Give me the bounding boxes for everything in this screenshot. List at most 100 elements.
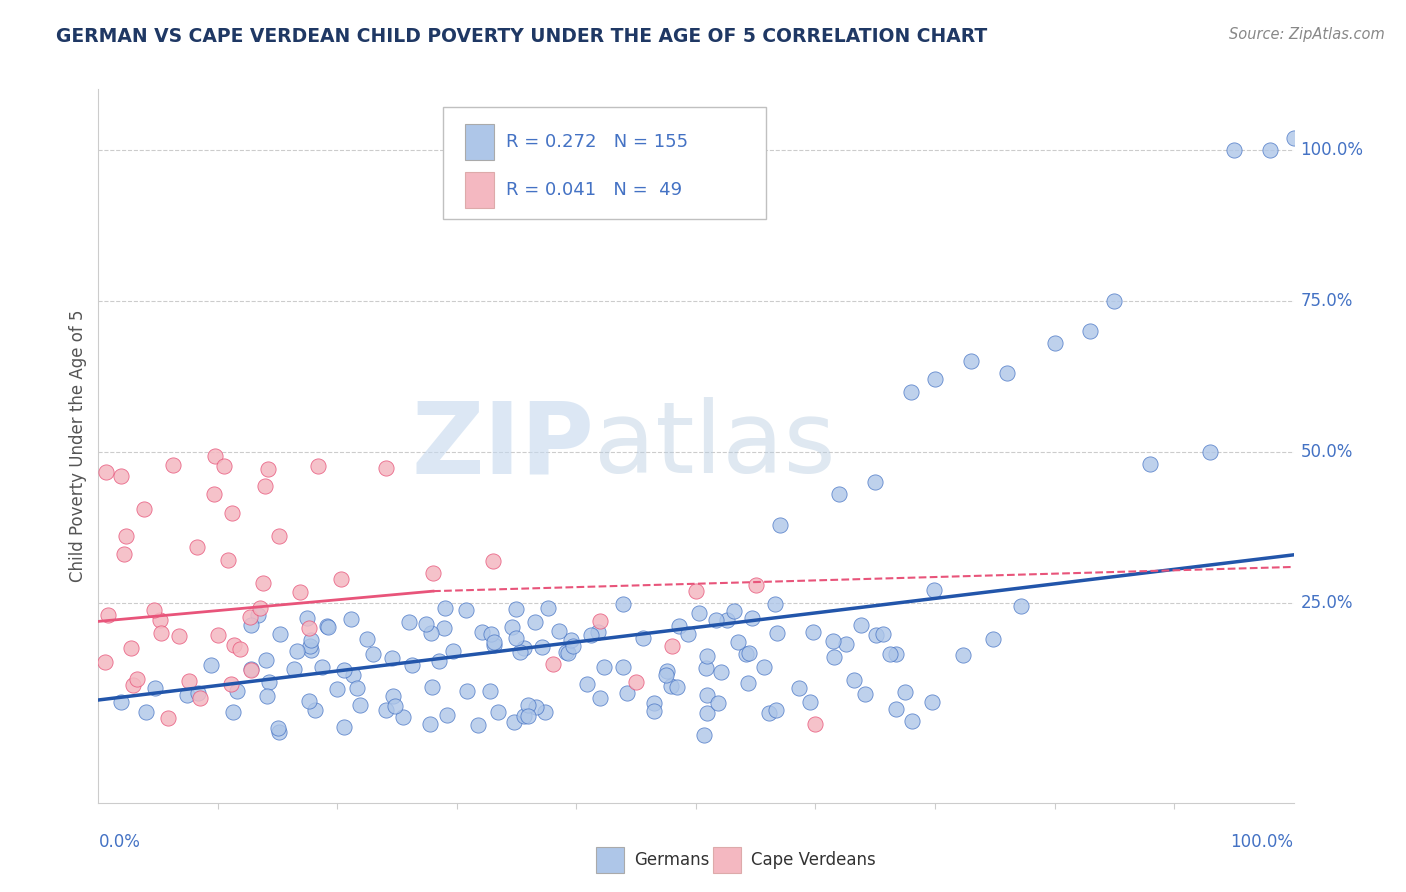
Point xyxy=(661,639,683,653)
Point xyxy=(221,507,243,521)
Point xyxy=(612,659,634,673)
Point xyxy=(316,620,339,634)
Point xyxy=(342,668,364,682)
Point xyxy=(356,632,378,646)
Point xyxy=(865,627,887,641)
Point xyxy=(298,639,321,653)
Point xyxy=(315,619,337,633)
Point xyxy=(710,665,733,680)
Text: 25.0%: 25.0% xyxy=(1301,594,1353,612)
Point xyxy=(588,624,610,639)
Point xyxy=(554,645,576,659)
Point xyxy=(626,674,648,689)
Point xyxy=(562,640,585,654)
Text: R = 0.041   N =  49: R = 0.041 N = 49 xyxy=(506,181,682,199)
Point xyxy=(392,710,415,724)
Point xyxy=(202,487,225,501)
Point xyxy=(110,469,132,483)
Point xyxy=(256,690,278,704)
Point xyxy=(1199,445,1222,459)
Point xyxy=(94,655,117,669)
Point xyxy=(311,659,333,673)
Point xyxy=(434,601,457,615)
Point xyxy=(849,618,872,632)
Point xyxy=(288,585,311,599)
Point xyxy=(536,601,558,615)
Point xyxy=(804,717,827,731)
Point xyxy=(484,638,506,652)
Point xyxy=(121,677,143,691)
Point xyxy=(239,663,262,677)
Point xyxy=(219,677,242,691)
Point xyxy=(186,541,208,555)
Point xyxy=(167,629,190,643)
Point xyxy=(222,638,245,652)
Point xyxy=(765,703,787,717)
Point xyxy=(420,626,443,640)
Point xyxy=(298,621,321,635)
Point xyxy=(240,662,263,676)
Point xyxy=(693,728,716,742)
Point xyxy=(415,617,437,632)
Text: atlas: atlas xyxy=(595,398,837,494)
Text: Source: ZipAtlas.com: Source: ZipAtlas.com xyxy=(1229,27,1385,42)
Point xyxy=(267,529,290,543)
Point xyxy=(865,475,887,490)
Text: GERMAN VS CAPE VERDEAN CHILD POVERTY UNDER THE AGE OF 5 CORRELATION CHART: GERMAN VS CAPE VERDEAN CHILD POVERTY UND… xyxy=(56,27,987,45)
Point xyxy=(307,459,329,474)
Point xyxy=(995,367,1018,381)
Point xyxy=(741,611,763,625)
Text: 75.0%: 75.0% xyxy=(1301,292,1353,310)
Point xyxy=(981,632,1004,646)
Point xyxy=(524,699,547,714)
Point xyxy=(325,681,347,696)
Point xyxy=(374,460,396,475)
Point xyxy=(239,618,262,632)
Point xyxy=(467,718,489,732)
Point xyxy=(1043,336,1066,351)
Point xyxy=(471,624,494,639)
Point xyxy=(257,674,280,689)
Point xyxy=(1139,457,1161,471)
Point xyxy=(112,547,135,561)
Point xyxy=(716,613,738,627)
Point xyxy=(1010,599,1032,614)
Point xyxy=(454,602,477,616)
Point xyxy=(884,702,907,716)
Point xyxy=(304,703,326,717)
Point xyxy=(685,584,707,599)
Point xyxy=(1258,143,1281,157)
Point xyxy=(361,648,384,662)
Point xyxy=(162,458,184,472)
Point xyxy=(589,615,612,629)
Point xyxy=(188,690,211,705)
Point xyxy=(374,703,396,717)
Point xyxy=(267,721,290,735)
Point xyxy=(256,462,278,476)
Point xyxy=(707,697,730,711)
Point xyxy=(456,684,478,698)
Point xyxy=(516,708,538,723)
Point xyxy=(823,633,845,648)
Point xyxy=(420,680,443,694)
Point xyxy=(228,641,250,656)
Point xyxy=(763,597,786,611)
Point xyxy=(835,637,858,651)
Point xyxy=(226,684,249,698)
Point xyxy=(254,653,277,667)
Point xyxy=(333,663,356,677)
Point xyxy=(616,685,638,699)
Point xyxy=(541,657,564,671)
Point xyxy=(696,706,718,721)
Point xyxy=(299,642,322,657)
Point xyxy=(696,648,718,663)
Point xyxy=(221,705,243,719)
Point xyxy=(482,635,505,649)
Point xyxy=(217,553,239,567)
Point xyxy=(588,691,610,706)
Point xyxy=(212,458,235,473)
Point xyxy=(239,610,262,624)
Point xyxy=(668,618,690,632)
Point xyxy=(299,632,322,647)
Point xyxy=(156,710,179,724)
